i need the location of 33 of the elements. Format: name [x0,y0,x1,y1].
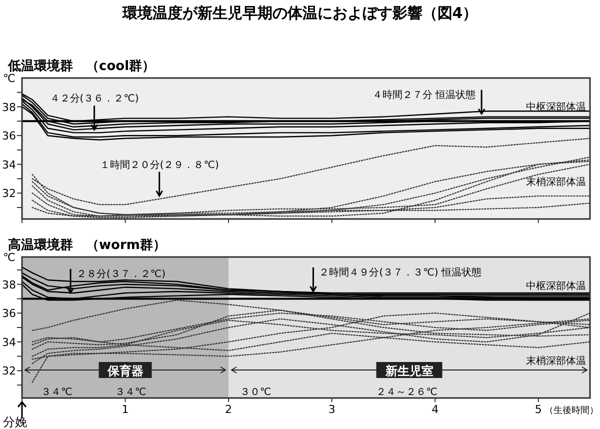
x-tick-label: 2 [225,403,232,416]
text: 分娩 [3,415,27,429]
y-tick-label: 36 [2,307,16,320]
annotation: ３４℃ [114,387,146,398]
x-tick-label: 3 [328,403,336,416]
chart-subtitle: 低温環境群 （cool群） [7,58,156,74]
y-tick-label: 32 [2,364,16,378]
annotation: 末梢深部体温 [526,176,586,188]
annotation: ２４～２６℃ [376,387,438,398]
band-label: 新生児室 [384,364,434,378]
y-tick-label: 34 [2,158,16,172]
annotation: ２時間４９分(３７．３℃) 恒温状態 [319,266,482,278]
y-axis-title: ℃ [3,72,16,85]
chart-subtitle: 高温環境群 （worm群） [8,237,166,253]
annotation: １時間２０分(２９．８℃) [100,158,219,171]
x-tick-label: 4 [432,403,439,416]
y-tick-label: 38 [2,100,16,114]
annotation: ２８分(３７．２℃) [76,268,166,280]
annotation: 中枢深部体温 [526,280,586,292]
y-tick-label: 36 [2,130,16,143]
x-axis-title: （生後時間） [544,405,598,416]
band-label: 保育器 [106,364,144,378]
annotation: ４時間２７分 恒温状態 [372,88,476,101]
y-axis-title: ℃ [3,251,16,264]
x-tick-label: 1 [122,403,129,416]
annotation: ４２分(３６．２℃) [50,92,139,105]
chart-title: 環境温度が新生児早期の体温におよぼす影響（図4） [121,4,478,22]
y-tick-label: 32 [2,187,16,200]
y-tick-label: 34 [2,336,16,349]
y-tick-label: 38 [2,278,16,292]
x-tick-label: 5 [534,403,542,416]
annotation: ３４℃ [41,387,72,398]
annotation: ３０℃ [240,387,272,398]
